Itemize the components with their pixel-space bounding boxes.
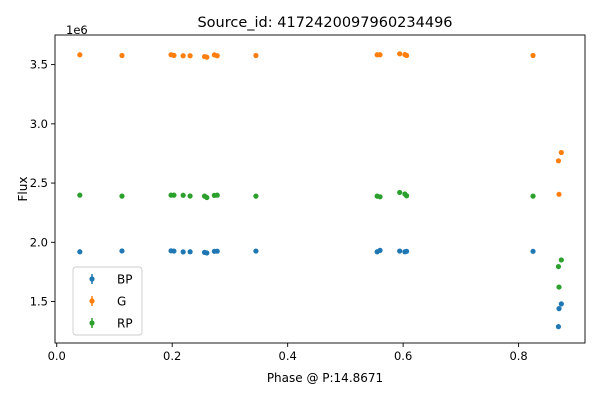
data-point bbox=[204, 194, 210, 201]
data-point bbox=[187, 249, 193, 255]
data-point bbox=[180, 192, 186, 198]
data-point bbox=[397, 51, 403, 57]
plot-frame bbox=[54, 34, 586, 344]
data-point bbox=[171, 52, 177, 58]
y-axis-offset-label: 1e6 bbox=[66, 23, 88, 37]
data-point bbox=[119, 248, 125, 254]
x-tick-label: 0.0 bbox=[48, 349, 66, 363]
y-tick-label: 3.0 bbox=[30, 117, 48, 131]
data-point bbox=[253, 248, 259, 254]
y-tick-label: 1.5 bbox=[30, 295, 48, 309]
data-point bbox=[214, 192, 220, 198]
y-tick-label: 2.0 bbox=[30, 235, 48, 249]
x-axis-ticks: 0.0 0.2 0.4 0.6 0.8 bbox=[48, 343, 528, 363]
data-point bbox=[171, 248, 177, 254]
data-point bbox=[377, 52, 383, 58]
data-point bbox=[404, 248, 410, 254]
data-point bbox=[530, 52, 536, 59]
data-point bbox=[171, 192, 177, 198]
legend-box bbox=[72, 266, 143, 336]
data-point bbox=[214, 53, 220, 59]
data-point bbox=[555, 263, 562, 270]
x-tick-label: 0.6 bbox=[394, 349, 412, 363]
data-point bbox=[377, 194, 383, 200]
legend-marker-g bbox=[89, 298, 95, 304]
data-point bbox=[180, 53, 186, 59]
x-tick-label: 0.8 bbox=[509, 349, 527, 363]
y-axis-ticks: 1.5 2.0 2.5 3.0 3.5 bbox=[30, 58, 55, 309]
data-point bbox=[530, 248, 536, 254]
data-point bbox=[77, 52, 83, 58]
data-point bbox=[253, 52, 259, 59]
legend-marker-bp bbox=[89, 276, 95, 282]
data-point bbox=[187, 53, 193, 59]
chart-title: Source_id: 4172420097960234496 bbox=[197, 15, 452, 31]
data-point bbox=[404, 193, 410, 199]
legend-label-bp: BP bbox=[117, 273, 132, 287]
data-point bbox=[187, 193, 193, 199]
data-point bbox=[558, 257, 564, 263]
x-tick-label: 0.2 bbox=[163, 349, 181, 363]
legend: BP G RP bbox=[72, 266, 143, 336]
data-point bbox=[377, 247, 383, 253]
data-point bbox=[558, 149, 564, 156]
legend-label-rp: RP bbox=[117, 317, 133, 331]
data-point bbox=[555, 324, 562, 330]
data-point bbox=[180, 249, 186, 255]
data-point bbox=[204, 250, 210, 256]
x-tick-label: 0.4 bbox=[279, 349, 297, 363]
data-point bbox=[397, 189, 403, 196]
data-point bbox=[555, 158, 562, 164]
data-point bbox=[558, 301, 564, 307]
data-point bbox=[77, 192, 83, 198]
y-tick-label: 3.5 bbox=[30, 58, 48, 72]
data-point bbox=[119, 52, 125, 59]
series-rp bbox=[77, 189, 564, 290]
data-point bbox=[253, 193, 259, 199]
data-point bbox=[397, 248, 403, 254]
series-g bbox=[77, 51, 564, 197]
data-point bbox=[404, 52, 410, 59]
data-point bbox=[77, 249, 83, 255]
x-axis-label: Phase @ P:14.8671 bbox=[267, 371, 383, 385]
data-points bbox=[77, 51, 564, 330]
data-point bbox=[214, 248, 220, 254]
data-point bbox=[119, 193, 125, 199]
series-bp bbox=[77, 247, 564, 330]
y-tick-label: 2.5 bbox=[30, 176, 48, 190]
data-point bbox=[530, 193, 536, 199]
legend-label-g: G bbox=[117, 295, 126, 309]
data-point bbox=[556, 284, 562, 290]
data-point bbox=[556, 191, 562, 197]
data-point bbox=[556, 306, 562, 312]
y-axis-label: Flux bbox=[16, 177, 30, 202]
legend-marker-rp bbox=[89, 320, 95, 326]
data-point bbox=[204, 54, 210, 60]
